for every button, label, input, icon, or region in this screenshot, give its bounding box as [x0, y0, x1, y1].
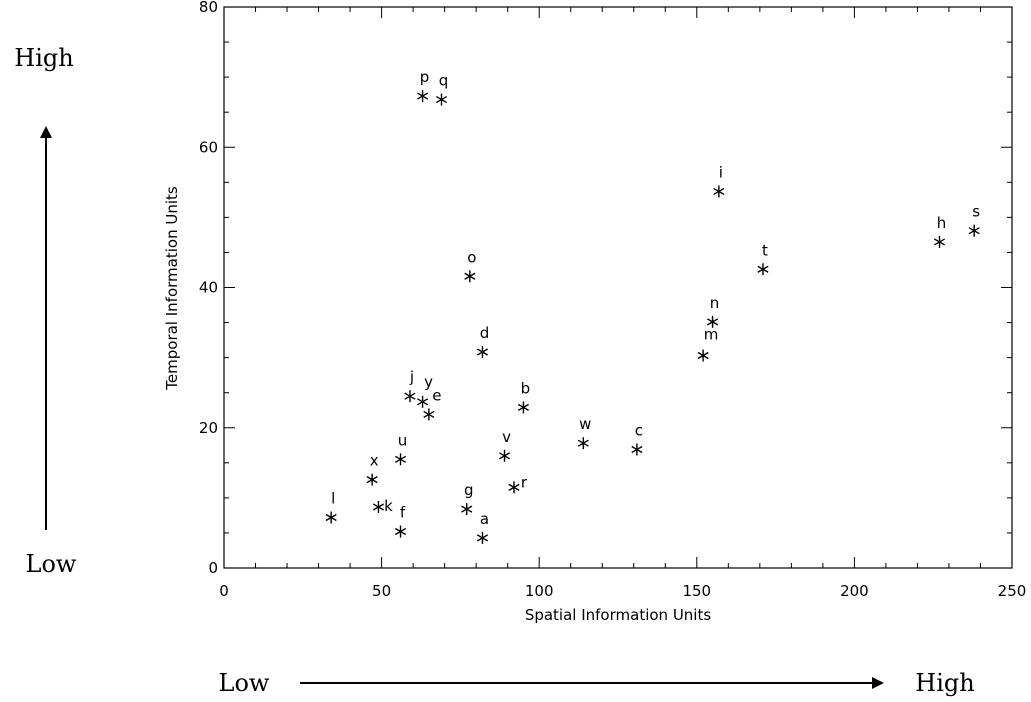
data-point: h: [933, 214, 947, 248]
data-point: s: [968, 203, 980, 237]
point-label: h: [937, 214, 947, 232]
x-axis-title: Spatial Information Units: [525, 606, 712, 624]
data-point: r: [508, 473, 528, 494]
y-tick-label: 60: [199, 138, 218, 156]
data-point: t: [757, 241, 769, 276]
y-high-label: High: [14, 44, 73, 72]
data-point: j: [404, 368, 416, 403]
x-tick-label: 150: [682, 582, 711, 600]
y-low-label: Low: [26, 550, 77, 578]
y-axis-title: Temporal Information Units: [163, 186, 181, 391]
y-tick-label: 0: [208, 559, 218, 577]
x-tick-label: 50: [372, 582, 391, 600]
point-label: b: [521, 379, 531, 397]
point-label: v: [502, 428, 511, 446]
x-high-label: High: [915, 669, 974, 697]
y-tick-label: 80: [199, 0, 218, 16]
point-label: m: [704, 326, 719, 344]
point-label: r: [521, 473, 528, 491]
x-tick-label: 100: [525, 582, 554, 600]
y-tick-label: 20: [199, 419, 218, 437]
data-point: n: [707, 294, 719, 328]
data-point: g: [461, 481, 474, 516]
point-label: g: [464, 481, 474, 499]
point-label: q: [439, 72, 449, 90]
point-label: k: [384, 497, 393, 515]
axis-ticks: [223, 6, 1013, 569]
data-point: q: [435, 72, 449, 106]
plot-frame: [223, 6, 1013, 569]
data-point: m: [697, 326, 719, 362]
point-label: p: [420, 68, 430, 86]
y-tick-label: 40: [199, 279, 218, 297]
data-point: k: [372, 497, 393, 515]
data-points: a b c d e f g h i j k l mn o p q r s t u v w x y: [325, 68, 980, 544]
point-label: c: [635, 421, 643, 439]
point-label: s: [972, 203, 980, 221]
x-tick-label: 0: [219, 582, 229, 600]
point-label: e: [432, 386, 441, 404]
point-label: d: [480, 324, 490, 342]
data-point: e: [423, 386, 441, 421]
point-label: o: [467, 248, 476, 266]
x-low-label: Low: [219, 669, 270, 697]
point-label: i: [719, 163, 723, 181]
point-label: j: [409, 368, 414, 386]
point-label: t: [762, 241, 768, 259]
point-label: l: [331, 490, 335, 508]
point-label: y: [424, 373, 433, 391]
data-point: c: [631, 421, 643, 456]
point-label: x: [370, 452, 379, 470]
data-point: o: [464, 248, 476, 283]
data-point: w: [577, 415, 591, 450]
point-label: f: [400, 504, 406, 522]
data-point: l: [325, 490, 337, 524]
data-point: y: [417, 373, 433, 408]
data-point: i: [713, 163, 725, 198]
data-point: d: [476, 324, 490, 359]
x-tick-label: 250: [998, 582, 1027, 600]
axis-tick-labels: 0 50 100 150 200 250 0 20 40 60 80: [199, 0, 1026, 600]
point-label: a: [480, 510, 489, 528]
point-label: w: [579, 415, 591, 433]
x-tick-label: 200: [840, 582, 869, 600]
data-point: p: [417, 68, 430, 103]
point-label: u: [398, 431, 408, 449]
data-point: f: [394, 504, 407, 538]
data-point: a: [476, 510, 489, 544]
data-point: x: [366, 452, 379, 486]
data-point: b: [517, 379, 531, 414]
data-point: v: [498, 428, 511, 462]
data-point: u: [394, 431, 408, 466]
point-label: n: [710, 294, 720, 312]
